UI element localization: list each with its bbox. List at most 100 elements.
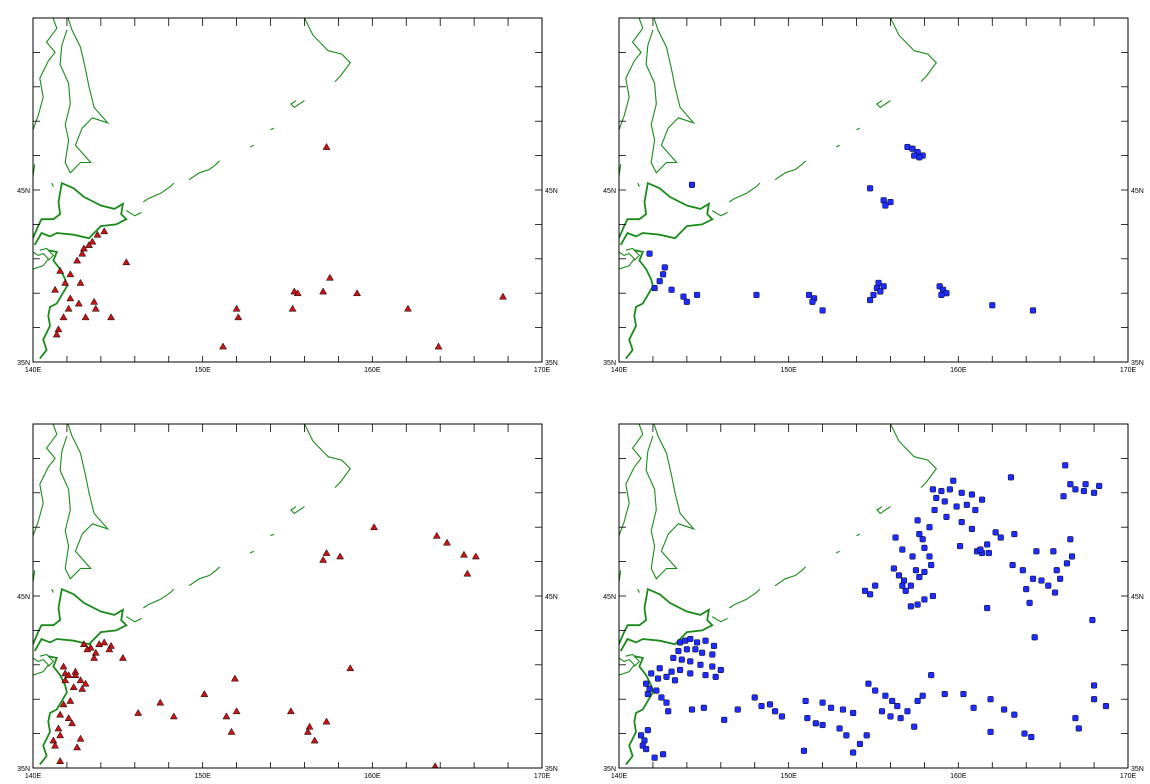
- square-marker: [919, 536, 926, 543]
- square-marker: [693, 291, 701, 298]
- square-marker: [863, 732, 870, 739]
- y-tick-label-right: 45N: [545, 188, 558, 195]
- triangle-marker: [322, 717, 331, 725]
- y-tick-label-left: 45N: [603, 594, 616, 601]
- coastline: [303, 18, 352, 82]
- square-marker: [872, 582, 879, 589]
- square-marker: [804, 715, 811, 722]
- coastline: [303, 424, 352, 488]
- triangle-marker: [432, 531, 441, 539]
- square-marker: [802, 697, 809, 704]
- coastline: [619, 587, 714, 652]
- coastline: [188, 566, 220, 587]
- map-content: [33, 18, 507, 360]
- square-marker: [1050, 548, 1057, 555]
- coastline: [33, 424, 58, 536]
- triangle-marker: [81, 679, 90, 687]
- square-marker: [668, 668, 675, 675]
- triangle-marker: [230, 674, 239, 682]
- triangle-marker: [66, 696, 75, 704]
- square-marker: [641, 737, 648, 744]
- square-marker: [979, 496, 986, 503]
- square-marker: [753, 291, 760, 298]
- square-marker: [682, 637, 689, 644]
- square-marker: [643, 680, 650, 687]
- square-marker: [997, 534, 1004, 541]
- square-marker: [805, 291, 813, 298]
- square-marker: [1019, 567, 1026, 574]
- triangle-marker: [443, 538, 451, 546]
- coastline: [619, 424, 644, 536]
- triangle-marker: [325, 273, 334, 281]
- square-marker: [987, 696, 994, 703]
- triangle-marker: [61, 278, 70, 286]
- square-marker: [921, 596, 928, 603]
- square-marker: [717, 666, 724, 674]
- square-marker: [1051, 589, 1059, 596]
- triangle-marker: [303, 727, 312, 735]
- square-marker: [887, 713, 894, 720]
- triangle-marker: [78, 684, 87, 692]
- triangle-marker: [305, 722, 314, 730]
- square-marker: [890, 565, 897, 572]
- square-marker: [938, 488, 945, 495]
- x-tick-label: 160E: [950, 773, 967, 780]
- map-frame: [618, 423, 1129, 769]
- square-marker: [880, 283, 887, 290]
- coastline: [33, 251, 50, 270]
- coastline: [625, 655, 654, 766]
- triangle-marker: [66, 270, 75, 278]
- triangle-marker: [52, 330, 61, 338]
- square-marker: [1062, 462, 1069, 469]
- triangle-marker: [78, 249, 87, 257]
- triangle-marker: [51, 741, 59, 749]
- triangle-marker: [64, 304, 73, 312]
- square-marker: [1072, 715, 1079, 722]
- triangle-marker: [88, 237, 97, 245]
- y-tick-label-right: 45N: [1131, 594, 1144, 601]
- square-marker: [1091, 682, 1098, 689]
- square-marker: [1057, 575, 1064, 582]
- square-marker: [819, 307, 826, 314]
- coastline: [188, 160, 220, 181]
- square-marker: [758, 703, 765, 710]
- square-marker: [1021, 730, 1028, 737]
- square-marker: [960, 690, 967, 698]
- triangle-marker: [118, 653, 127, 661]
- coastline: [856, 127, 861, 131]
- coastline: [856, 533, 861, 537]
- square-marker: [943, 513, 950, 520]
- square-marker: [987, 728, 994, 735]
- square-marker: [687, 658, 694, 665]
- square-marker: [1067, 536, 1074, 543]
- y-tick-label-left: 45N: [603, 188, 616, 195]
- y-tick-label-left: 45N: [17, 188, 30, 195]
- square-marker: [914, 697, 921, 704]
- square-marker: [670, 654, 677, 661]
- map-content: [619, 424, 1109, 766]
- square-marker: [1033, 548, 1040, 555]
- square-marker: [926, 524, 933, 531]
- triangle-marker: [134, 708, 143, 716]
- square-marker: [946, 486, 953, 493]
- square-marker: [644, 690, 651, 698]
- square-marker: [688, 181, 696, 188]
- triangle-marker: [93, 230, 102, 238]
- triangle-marker: [91, 648, 100, 656]
- square-marker: [892, 534, 899, 541]
- square-marker: [912, 567, 919, 574]
- coastline: [59, 18, 110, 174]
- triangle-marker: [322, 548, 331, 556]
- coastline: [33, 657, 50, 676]
- square-marker: [850, 709, 857, 717]
- triangle-marker: [49, 736, 58, 744]
- square-marker: [710, 642, 718, 649]
- square-marker: [683, 646, 690, 653]
- square-marker: [766, 701, 774, 708]
- square-marker: [911, 723, 918, 730]
- square-marker: [658, 694, 665, 701]
- triangle-marker: [56, 266, 65, 274]
- coastline: [712, 210, 728, 217]
- square-marker: [1072, 486, 1079, 493]
